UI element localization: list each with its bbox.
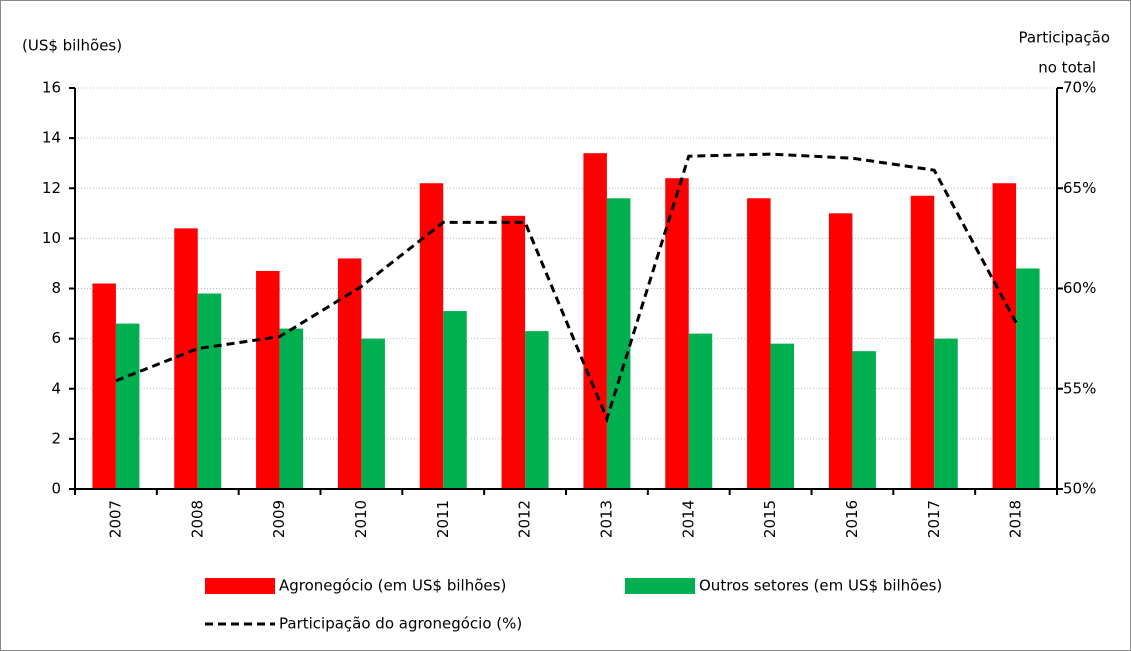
bar <box>828 213 853 489</box>
x-tick-label: 2010 <box>352 500 370 538</box>
bar <box>337 258 362 489</box>
legend-swatch <box>625 578 695 594</box>
y2-tick-label: 50% <box>1063 480 1096 498</box>
x-tick-label: 2018 <box>1007 500 1025 538</box>
y2-tick-label: 55% <box>1063 379 1096 397</box>
y-tick-label: 16 <box>42 79 61 97</box>
bar <box>115 323 140 489</box>
x-tick-label: 2013 <box>597 500 615 538</box>
bar <box>688 333 713 489</box>
y2-tick-label: 65% <box>1063 179 1096 197</box>
x-tick-label: 2011 <box>434 500 452 538</box>
y-tick-label: 8 <box>51 279 61 297</box>
bar <box>852 351 876 489</box>
y-tick-label: 4 <box>51 379 61 397</box>
bar <box>770 343 795 489</box>
bar <box>279 328 304 489</box>
y-tick-label: 6 <box>51 329 61 347</box>
x-tick-label: 2008 <box>188 500 206 538</box>
y-tick-label: 2 <box>51 429 61 447</box>
bar <box>361 338 385 489</box>
bar <box>197 293 222 489</box>
bar <box>256 270 280 489</box>
bar <box>583 153 607 489</box>
y2-tick-label: 60% <box>1063 279 1096 297</box>
y-tick-label: 10 <box>42 229 61 247</box>
legend-label: Participação do agronegócio (%) <box>279 615 522 633</box>
bar <box>665 178 689 489</box>
line <box>115 152 1018 424</box>
x-tick-label: 2015 <box>761 500 779 538</box>
bar <box>747 198 771 489</box>
bar <box>525 331 549 489</box>
bar <box>910 195 935 490</box>
y2-axis-title: Participação <box>1018 29 1110 47</box>
legend-label: Outros setores (em US$ bilhões) <box>699 577 942 595</box>
x-tick-label: 2014 <box>679 500 697 538</box>
bar <box>174 228 198 489</box>
y2-tick-label: 70% <box>1063 79 1096 97</box>
y-tick-label: 12 <box>42 179 61 197</box>
y-axis-title: (US$ bilhões) <box>22 37 122 55</box>
bar <box>501 215 526 489</box>
bar <box>419 183 444 490</box>
bar <box>1016 268 1040 489</box>
bar <box>992 183 1017 490</box>
x-tick-label: 2009 <box>270 500 288 538</box>
x-tick-label: 2017 <box>925 500 943 538</box>
y-tick-label: 0 <box>51 480 61 498</box>
bar <box>443 311 467 489</box>
legend-swatch <box>205 578 275 594</box>
bar <box>92 283 116 489</box>
bar <box>606 198 631 489</box>
y-tick-label: 14 <box>42 129 61 147</box>
bar <box>934 338 958 489</box>
x-tick-label: 2012 <box>516 500 534 538</box>
legend-label: Agronegócio (em US$ bilhões) <box>279 577 506 595</box>
y2-axis-title: no total <box>1038 59 1096 77</box>
x-tick-label: 2016 <box>843 500 861 538</box>
x-tick-label: 2007 <box>106 500 124 538</box>
